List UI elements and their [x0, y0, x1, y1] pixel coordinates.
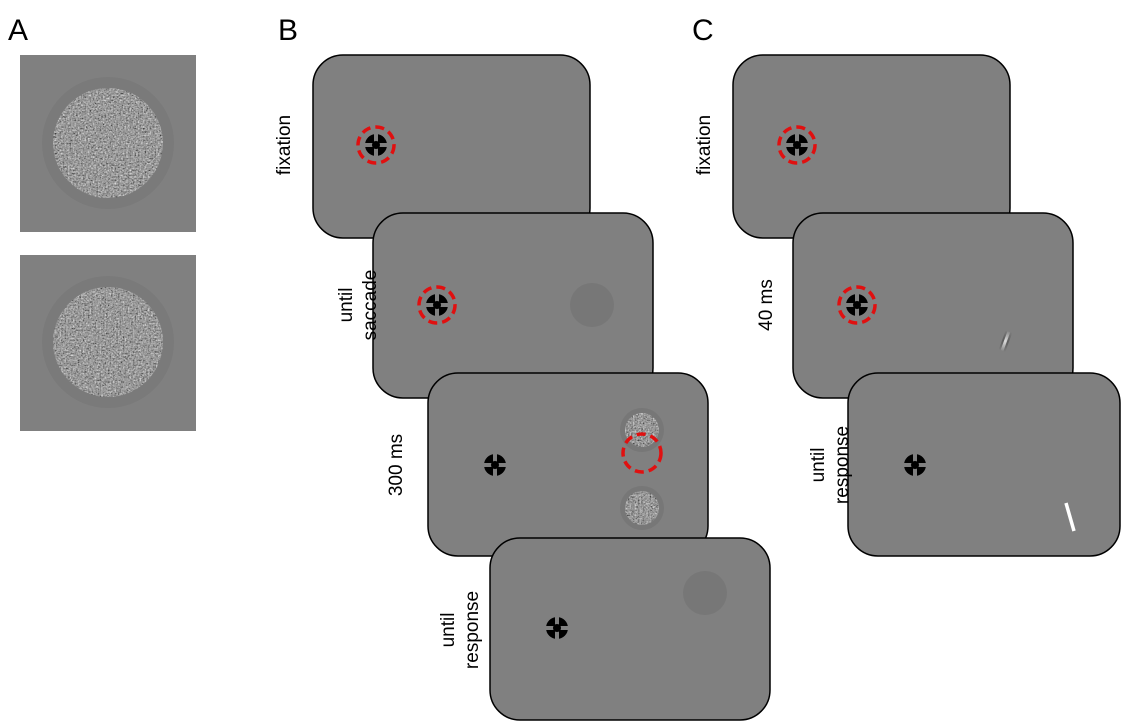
frame: [848, 373, 1120, 556]
frame-label: fixation: [694, 115, 715, 175]
noise-patch: [53, 287, 163, 397]
frame-label: until: [808, 448, 829, 483]
frame: [428, 373, 708, 556]
panel-label: B: [278, 14, 298, 47]
frame: [733, 55, 1010, 238]
panel-label: A: [8, 14, 28, 47]
noise-patch: [53, 88, 163, 198]
frame-label: response: [462, 591, 483, 669]
placeholder-disc: [570, 283, 614, 327]
frame-label: response: [832, 426, 853, 504]
placeholder-disc: [683, 571, 727, 615]
frame: [793, 213, 1073, 398]
frame-label: saccade: [360, 270, 381, 341]
frame-label: until: [336, 288, 357, 323]
panel-label: C: [692, 14, 714, 47]
frame-label: until: [438, 613, 459, 648]
frame-label: 40 ms: [756, 279, 777, 331]
frame-label: 300 ms: [386, 434, 407, 496]
figure: A B fixation until saccade 300 ms until …: [0, 0, 1121, 721]
frame: [313, 55, 590, 238]
frame: [490, 538, 770, 720]
frame-label: fixation: [274, 115, 295, 175]
